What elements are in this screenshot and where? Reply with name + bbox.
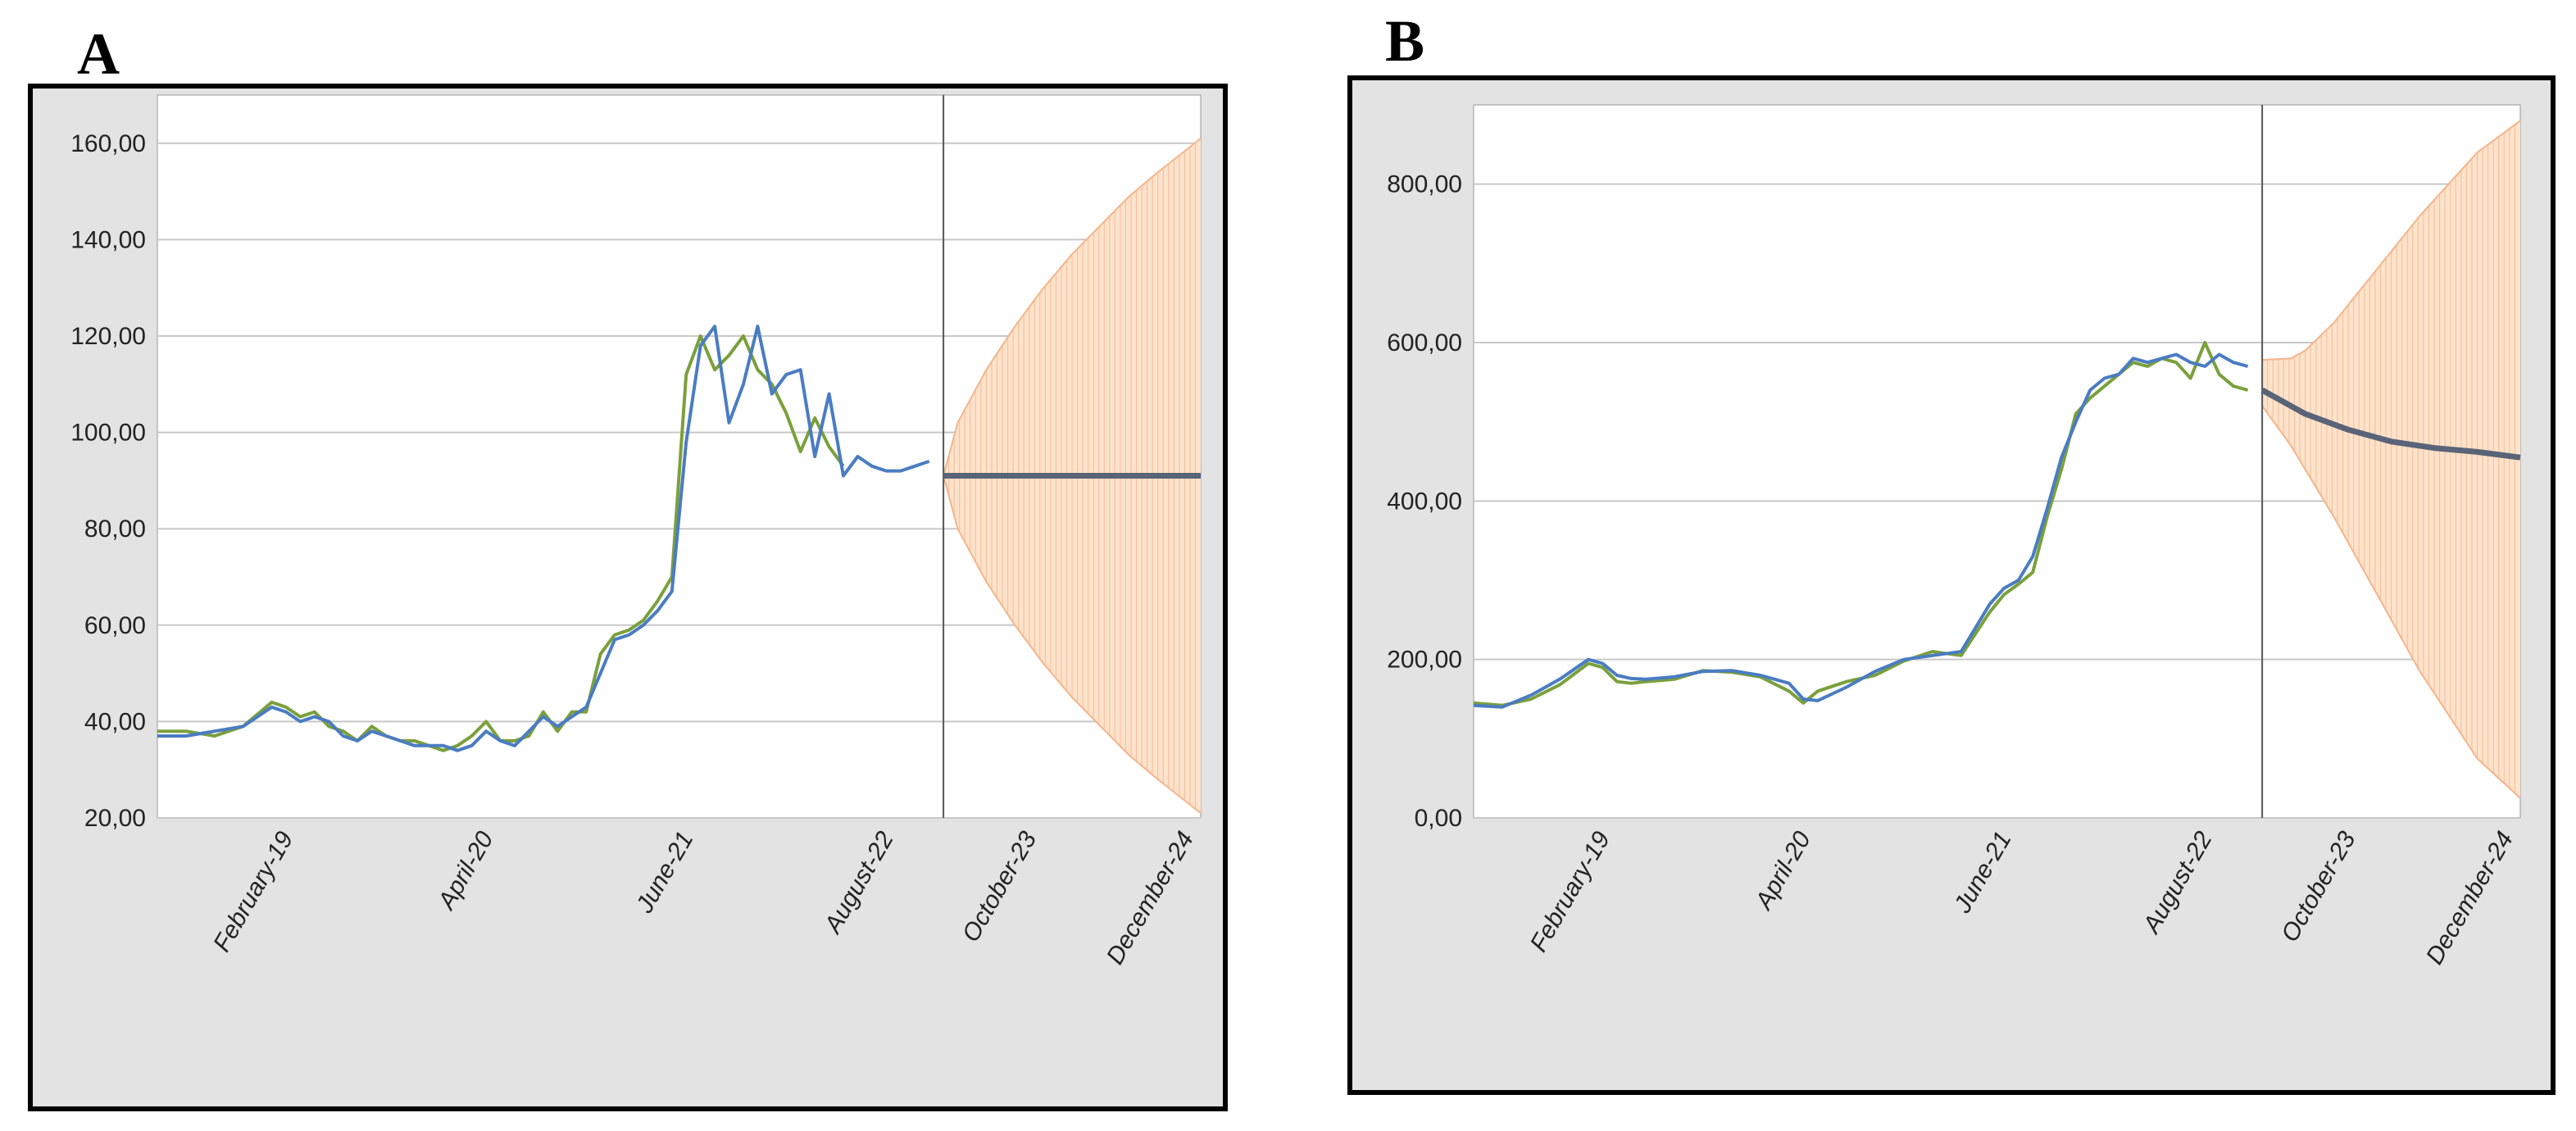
- x-tick-label: December-24: [2421, 827, 2519, 969]
- x-tick-label: October-23: [957, 827, 1043, 947]
- x-tick-label: August-22: [2138, 827, 2218, 939]
- chart-a-frame: 20,00 40,00 60,00 80,00 100,00 120,00 140,00 16…: [28, 84, 1228, 1111]
- y-tick-label: 200,00: [1387, 647, 1462, 674]
- lower-bound-line: [2261, 405, 2521, 799]
- panel-a-label: A: [77, 21, 120, 87]
- y-tick-label: 40,00: [84, 708, 146, 735]
- y-tick-label: 80,00: [84, 516, 146, 543]
- y-tick-label: 160,00: [70, 130, 146, 157]
- upper-bound-line: [943, 138, 1202, 476]
- panel-b-label: B: [1385, 8, 1425, 74]
- x-tick-label: April-20: [1750, 827, 1816, 915]
- y-tick-label: 800,00: [1387, 171, 1462, 198]
- y-tick-label: 60,00: [84, 612, 146, 639]
- y-tick-label: 120,00: [70, 323, 146, 350]
- forecast-line: [2260, 387, 2521, 461]
- x-tick-label: June-21: [630, 827, 698, 918]
- y-tick-label: 140,00: [70, 226, 146, 253]
- y-tick-label: 100,00: [70, 420, 146, 447]
- chart-b-frame: 0,00 200,00 400,00 600,00 800,00 February-19 A…: [1347, 75, 2556, 1095]
- upper-bound-line: [2262, 120, 2521, 361]
- x-tick-label: October-23: [2276, 827, 2361, 947]
- y-tick-label: 20,00: [84, 805, 146, 832]
- actual-series-line: [157, 325, 930, 752]
- x-tick-label: June-21: [1949, 827, 2017, 918]
- x-tick-label: February-19: [1525, 827, 1615, 956]
- lower-bound-line: [943, 475, 1202, 814]
- x-tick-label: February-19: [208, 827, 298, 956]
- chart-a: 20,00 40,00 60,00 80,00 100,00 120,00 140,00 16…: [70, 94, 1202, 969]
- x-tick-label: December-24: [1102, 827, 1199, 969]
- chart-b: 0,00 200,00 400,00 600,00 800,00 February-19 A…: [1387, 104, 2521, 969]
- y-tick-label: 400,00: [1387, 488, 1462, 515]
- y-tick-label: 600,00: [1387, 329, 1462, 357]
- x-tick-label: April-20: [432, 827, 498, 915]
- x-tick-label: August-22: [819, 827, 899, 939]
- y-tick-label: 0,00: [1415, 805, 1462, 832]
- actual-series-line: [1473, 352, 2249, 709]
